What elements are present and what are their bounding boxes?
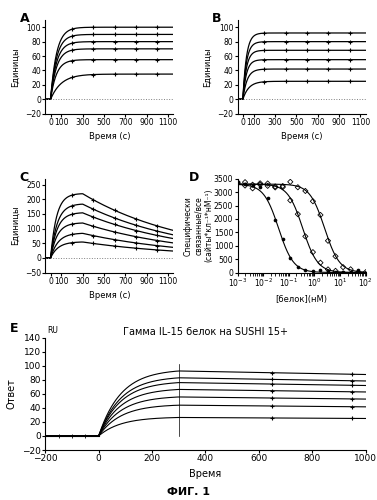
- Text: A: A: [20, 12, 29, 26]
- Point: [257, 180, 263, 188]
- Title: Гамма IL-15 белок на SUSHI 15+: Гамма IL-15 белок на SUSHI 15+: [123, 326, 288, 336]
- Point: [355, 269, 361, 277]
- Point: [287, 178, 293, 186]
- Y-axis label: Единицы: Единицы: [11, 47, 20, 86]
- Point: [295, 184, 301, 192]
- Point: [355, 268, 361, 276]
- Text: ФИГ. 1: ФИГ. 1: [167, 487, 210, 497]
- X-axis label: Время (с): Время (с): [89, 132, 130, 141]
- Point: [265, 180, 271, 188]
- Point: [310, 248, 316, 256]
- X-axis label: Время: Время: [189, 468, 222, 478]
- Point: [333, 267, 339, 275]
- Point: [302, 232, 308, 240]
- Y-axis label: Единицы: Единицы: [203, 47, 212, 86]
- Y-axis label: Ответ: Ответ: [7, 378, 17, 409]
- Point: [250, 184, 256, 192]
- Text: E: E: [10, 322, 18, 335]
- Point: [348, 266, 354, 274]
- Point: [310, 268, 316, 276]
- Point: [348, 268, 354, 276]
- Point: [257, 180, 263, 188]
- Y-axis label: Специфически
связанные/все
(сайты*кл⁻¹*нМ⁻¹): Специфически связанные/все (сайты*кл⁻¹*н…: [184, 189, 214, 262]
- Point: [272, 182, 278, 190]
- Point: [355, 266, 361, 274]
- Point: [287, 196, 293, 204]
- Point: [265, 194, 271, 202]
- Point: [340, 268, 346, 276]
- X-axis label: [белок](нМ): [белок](нМ): [276, 294, 328, 304]
- Point: [317, 266, 323, 274]
- Text: C: C: [20, 171, 29, 184]
- X-axis label: Время (с): Время (с): [281, 132, 322, 141]
- Point: [325, 267, 331, 275]
- Text: D: D: [189, 171, 199, 184]
- Point: [250, 181, 256, 189]
- Point: [234, 178, 241, 186]
- Point: [280, 183, 286, 191]
- Point: [302, 187, 308, 195]
- Y-axis label: Единицы: Единицы: [11, 206, 19, 246]
- Point: [234, 180, 241, 188]
- Text: B: B: [212, 12, 221, 26]
- Point: [295, 262, 301, 270]
- X-axis label: Время (с): Время (с): [89, 291, 130, 300]
- Point: [280, 182, 286, 190]
- Point: [272, 184, 278, 192]
- Point: [333, 268, 339, 276]
- Point: [272, 216, 278, 224]
- Point: [325, 237, 331, 245]
- Point: [295, 210, 301, 218]
- Point: [340, 270, 346, 278]
- Point: [348, 272, 354, 280]
- Point: [310, 197, 316, 205]
- Point: [317, 258, 323, 266]
- Point: [302, 266, 308, 274]
- Point: [317, 211, 323, 219]
- Point: [257, 184, 263, 192]
- Point: [280, 235, 286, 243]
- Point: [340, 263, 346, 271]
- Point: [234, 178, 241, 186]
- Point: [287, 254, 293, 262]
- Text: RU: RU: [47, 326, 58, 336]
- Point: [242, 182, 248, 190]
- Point: [363, 270, 369, 278]
- Point: [242, 180, 248, 188]
- Point: [363, 268, 369, 276]
- Point: [265, 182, 271, 190]
- Point: [242, 178, 248, 186]
- Point: [250, 180, 256, 188]
- Point: [363, 269, 369, 277]
- Point: [333, 252, 339, 260]
- Point: [325, 266, 331, 274]
